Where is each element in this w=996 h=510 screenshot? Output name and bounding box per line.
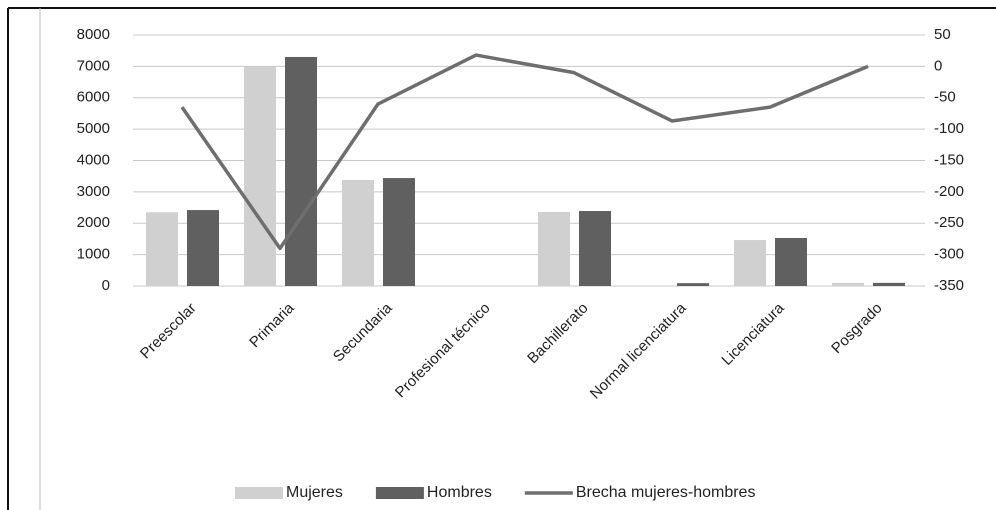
y-tick-label: 3000 (77, 183, 110, 200)
y2-tick-label: -300 (934, 246, 964, 263)
y-tick-label: 4000 (77, 151, 110, 168)
y-tick-label: 6000 (77, 89, 110, 106)
bar (342, 179, 374, 286)
bar (579, 211, 611, 286)
bar (383, 178, 415, 286)
bar (187, 210, 219, 286)
bar (146, 212, 178, 286)
legend-label: Brecha mujeres-hombres (576, 484, 756, 501)
y2-tick-label: 50 (934, 26, 951, 43)
bar (873, 282, 905, 286)
y2-tick-label: 0 (934, 57, 942, 74)
line (180, 53, 869, 251)
y-tick-label: 2000 (77, 214, 110, 231)
legend-swatch (235, 487, 283, 499)
y2-tick-label: -200 (934, 183, 964, 200)
legend-label: Mujeres (286, 484, 343, 501)
bar (244, 66, 276, 286)
bar (734, 240, 766, 286)
bar (285, 56, 317, 287)
y2-tick-label: -100 (934, 120, 964, 137)
y2-tick-label: -350 (934, 277, 964, 294)
y2-tick-label: -250 (934, 214, 964, 231)
bar (832, 282, 864, 286)
y-tick-label: 7000 (77, 57, 110, 74)
y2-tick-label: -50 (934, 89, 956, 106)
y-tick-label: 0 (102, 277, 110, 294)
y-tick-label: 1000 (77, 246, 110, 263)
bar (775, 237, 807, 286)
legend-swatch (375, 487, 424, 499)
bar (538, 211, 570, 286)
bar (677, 283, 709, 286)
y2-tick-label: -150 (934, 151, 964, 168)
y-tick-label: 5000 (77, 120, 110, 137)
y-tick-label: 8000 (77, 26, 110, 43)
legend-label: Hombres (427, 484, 492, 501)
